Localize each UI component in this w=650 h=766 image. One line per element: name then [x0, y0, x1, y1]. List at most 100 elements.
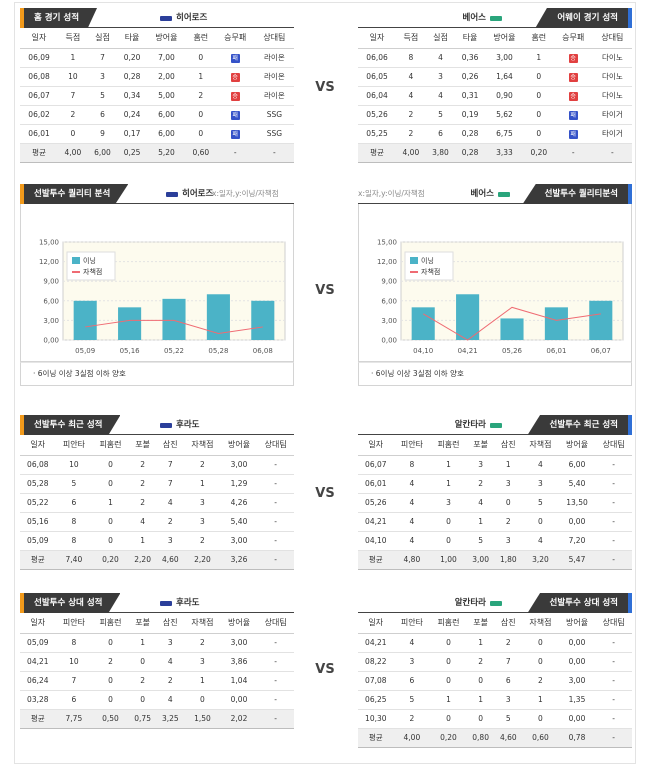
average-cell: 4,80 [393, 550, 431, 570]
column-header: 상대팀 [257, 435, 294, 456]
average-cell: - [553, 143, 593, 163]
lose-badge: 패 [230, 110, 240, 120]
lose-badge: 패 [230, 53, 240, 63]
average-cell: 3,80 [425, 143, 456, 163]
table-cell: 6 [55, 690, 93, 710]
table-cell: 0 [430, 671, 467, 691]
table-cell: 2 [128, 671, 157, 691]
table-cell: 7 [156, 455, 185, 475]
table-cell: 5 [393, 690, 431, 710]
table-cell: - [595, 455, 632, 475]
table-cell: 5 [522, 493, 559, 513]
result-cell: 패 [215, 105, 255, 125]
stats-table: 일자 피안타 피홈런 포볼 삼진 자책점 방어율 상대팀 06,08 10 0 2 7 2 3,00-05,… [20, 435, 294, 570]
table-cell: 7 [494, 652, 523, 672]
column-header: 일자 [358, 613, 394, 634]
team-flag-icon [490, 600, 502, 606]
x-tick-label: 04,21 [458, 347, 478, 355]
average-cell: 2,02 [220, 709, 258, 729]
legend-label: 자책점 [421, 267, 440, 276]
bullet-icon: · [371, 369, 376, 378]
legend-box [66, 251, 116, 281]
away-record-panel: 어웨이 경기 성적 베어스 일자 득점 실점 타율 방어율 홈런 승무패 상대팀 06,06 8 4 0,… [358, 8, 632, 163]
table-cell: - [257, 671, 294, 691]
legend-swatch [410, 257, 418, 264]
table-cell: 3 [430, 493, 467, 513]
x-tick-label: 04,10 [413, 347, 433, 355]
table-cell: 0,28 [455, 124, 485, 144]
table-cell: 0 [522, 633, 559, 653]
table-cell: 4,26 [220, 493, 258, 513]
average-row: 평균 7,40 0,20 2,20 4,60 2,20 3,26- [20, 550, 294, 570]
table-cell: 2 [184, 531, 221, 551]
average-cell: 3,26 [220, 550, 258, 570]
table-row: 06,04 4 4 0,31 0,90 0 승 다이노 [358, 86, 632, 106]
panel-title: 어웨이 경기 성적 [535, 8, 632, 28]
table-cell: 0,00 [558, 652, 596, 672]
average-cell: 평균 [20, 143, 59, 163]
table-cell: 7 [58, 86, 88, 106]
column-header: 자책점 [522, 613, 559, 634]
column-header: 포볼 [466, 435, 495, 456]
page-frame [14, 2, 636, 764]
y-tick-label: 6,00 [381, 297, 397, 305]
team-flag-icon [166, 191, 178, 197]
table-cell: 1 [430, 474, 467, 494]
column-header: 피안타 [55, 613, 93, 634]
table-cell: 2 [128, 455, 157, 475]
table-cell: 0,36 [455, 48, 485, 68]
team-flag-icon [160, 15, 172, 21]
table-cell: 1,64 [484, 67, 525, 87]
legend-swatch [72, 271, 80, 273]
column-header: 득점 [396, 28, 426, 49]
table-cell: 1,04 [220, 671, 258, 691]
pitcher-recent-panel-left: 선발투수 최근 성적 후라도 일자 피안타 피홈런 포볼 삼진 자책점 방어율 상대팀 06,08 1… [20, 415, 294, 570]
column-header: 자책점 [184, 613, 221, 634]
x-tick-label: 05,28 [208, 347, 228, 355]
table-cell: 5 [55, 474, 93, 494]
table-row: 05,26 2 5 0,19 5,62 0 패 타이거 [358, 105, 632, 125]
table-cell: 05,26 [358, 105, 397, 125]
table-cell: 1 [430, 690, 467, 710]
column-header: 승무패 [215, 28, 255, 49]
column-header: 삼진 [156, 435, 185, 456]
table-cell: 0,20 [117, 48, 147, 68]
table-cell: 7 [156, 474, 185, 494]
table-cell: 1,29 [220, 474, 258, 494]
column-header: 자책점 [184, 435, 221, 456]
table-cell: 6,75 [484, 124, 525, 144]
y-tick-label: 12,00 [39, 258, 59, 266]
table-row: 06,07 7 5 0,34 5,00 2 승 라이온 [20, 86, 294, 106]
result-cell: 패 [553, 124, 593, 144]
table-header-row: 일자 피안타 피홈런 포볼 삼진 자책점 방어율 상대팀 [358, 613, 632, 634]
table-cell: 2 [522, 671, 559, 691]
team-name: 히어로즈 [160, 8, 207, 28]
team-name-label: 베어스 [470, 189, 494, 199]
panel-header: 선발투수 최근 성적 알칸타라 [358, 415, 632, 435]
table-row: 05,28 5 0 2 7 1 1,29- [20, 474, 294, 494]
average-cell: - [595, 550, 632, 570]
table-cell: - [595, 690, 632, 710]
column-header: 홈런 [186, 28, 216, 49]
y-tick-label: 12,00 [377, 258, 397, 266]
table-cell: 5,62 [484, 105, 525, 125]
win-badge: 승 [568, 72, 578, 82]
table-cell: 0 [430, 531, 467, 551]
table-cell: 0,31 [455, 86, 485, 106]
table-cell: 05,26 [358, 493, 394, 513]
table-cell: 0,00 [558, 512, 596, 532]
average-cell: 2,20 [128, 550, 157, 570]
average-cell: 7,40 [55, 550, 93, 570]
average-cell: 0,50 [92, 709, 129, 729]
table-cell: 06,06 [358, 48, 397, 68]
table-cell: - [257, 455, 294, 475]
average-cell: 0,20 [430, 728, 467, 748]
table-cell: 0 [92, 690, 129, 710]
table-cell: 0 [186, 124, 216, 144]
innings-bar [411, 307, 435, 340]
table-cell: 다이노 [592, 86, 632, 106]
table-cell: - [595, 474, 632, 494]
table-row: 06,08 10 3 0,28 2,00 1 승 라이온 [20, 67, 294, 87]
table-row: 06,08 10 0 2 7 2 3,00- [20, 455, 294, 475]
